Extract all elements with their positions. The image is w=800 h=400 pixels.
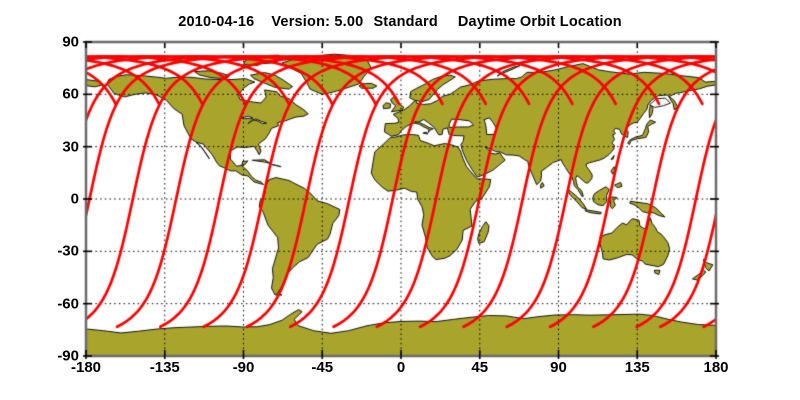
y-tick-label: -90 xyxy=(57,347,79,365)
x-tick-label: -180 xyxy=(70,359,102,376)
title-plot-type: Daytime Orbit Location xyxy=(457,14,622,30)
x-tick-label: 90 xyxy=(550,359,567,376)
y-tick-label: -60 xyxy=(57,295,79,313)
y-tick-label: 60 xyxy=(62,85,79,103)
x-tick-label: 0 xyxy=(396,359,406,376)
title-date: 2010-04-16 xyxy=(178,14,255,30)
x-tick-label: 180 xyxy=(703,359,729,376)
y-tick-label: 90 xyxy=(62,33,79,51)
x-tick-label: -45 xyxy=(311,359,334,376)
title-product: Standard xyxy=(373,14,438,30)
y-tick-label: 30 xyxy=(62,138,79,156)
y-tick-label: 0 xyxy=(70,190,79,208)
x-tick-label: -90 xyxy=(232,359,255,376)
x-tick-label: -135 xyxy=(149,359,180,376)
page-title: 2010-04-16 Version: 5.00 Standard Daytim… xyxy=(0,14,800,30)
y-tick-label: -30 xyxy=(57,242,79,260)
x-tick-label: 135 xyxy=(624,359,650,376)
x-tick-label: 45 xyxy=(471,359,489,376)
title-version: Version: 5.00 xyxy=(271,14,364,30)
